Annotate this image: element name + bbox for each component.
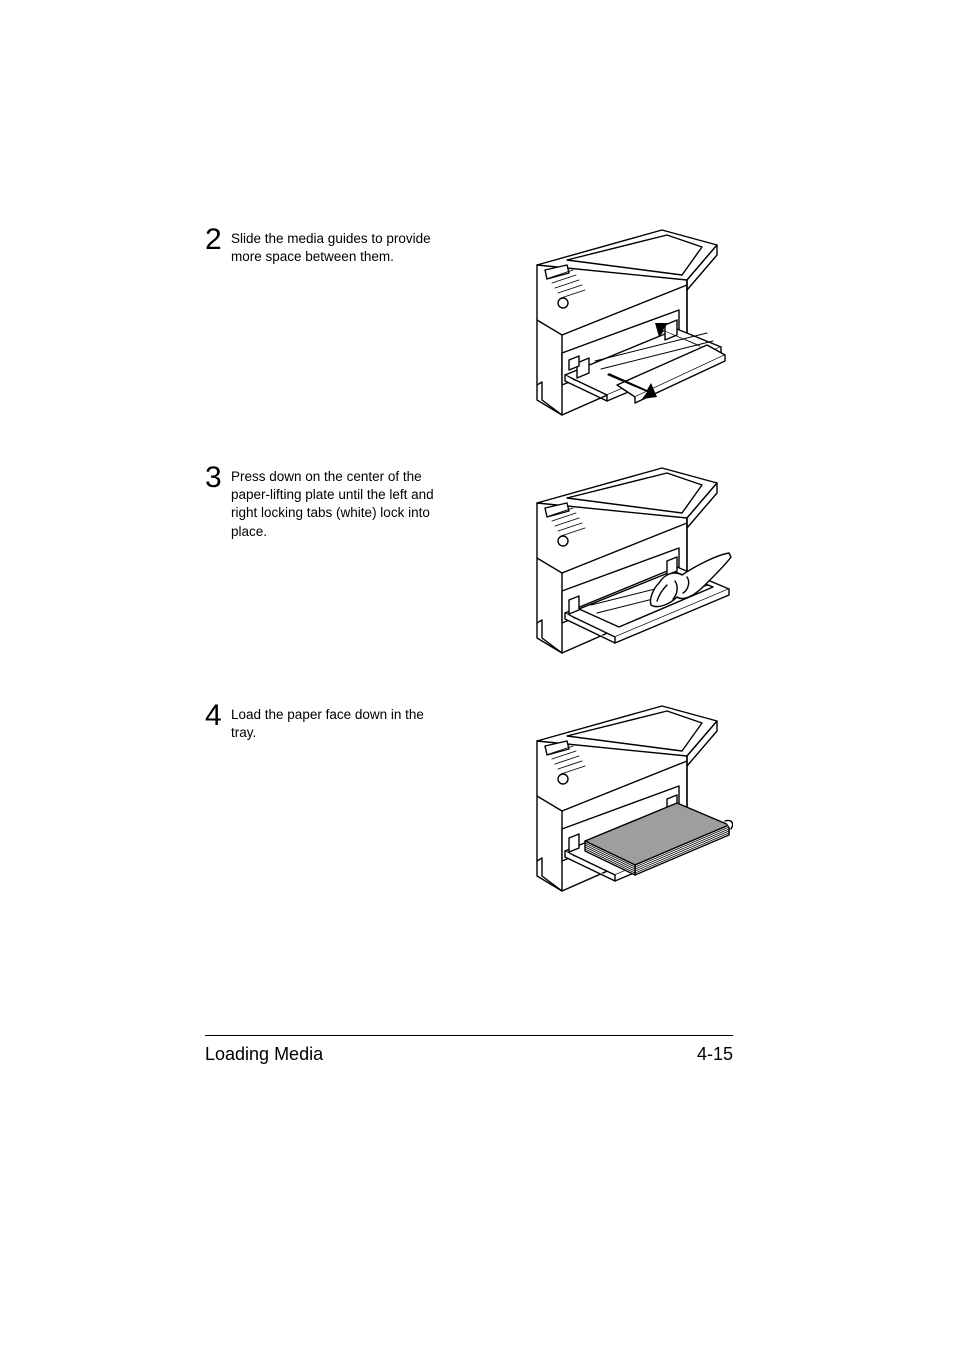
page-content: 2 Slide the media guides to provide more… [205,225,733,939]
step-left: 3 Press down on the center of the paper-… [205,463,435,541]
footer-page-number: 4-15 [697,1044,733,1065]
footer-divider [205,1035,733,1036]
step-2: 2 Slide the media guides to provide more… [205,225,733,421]
figure-step-3 [507,463,733,659]
step-left: 4 Load the paper face down in the tray. [205,701,435,742]
step-left: 2 Slide the media guides to provide more… [205,225,435,266]
step-4: 4 Load the paper face down in the tray. [205,701,733,897]
step-text: Press down on the center of the paper-li… [231,463,435,541]
step-text: Slide the media guides to provide more s… [231,225,435,266]
figure-step-2 [507,225,733,421]
step-number: 2 [205,225,231,255]
step-number: 3 [205,463,231,493]
step-number: 4 [205,701,231,731]
figure-step-4 [507,701,733,897]
page-footer: Loading Media 4-15 [205,1044,733,1065]
step-text: Load the paper face down in the tray. [231,701,435,742]
step-3: 3 Press down on the center of the paper-… [205,463,733,659]
footer-section: Loading Media [205,1044,323,1065]
